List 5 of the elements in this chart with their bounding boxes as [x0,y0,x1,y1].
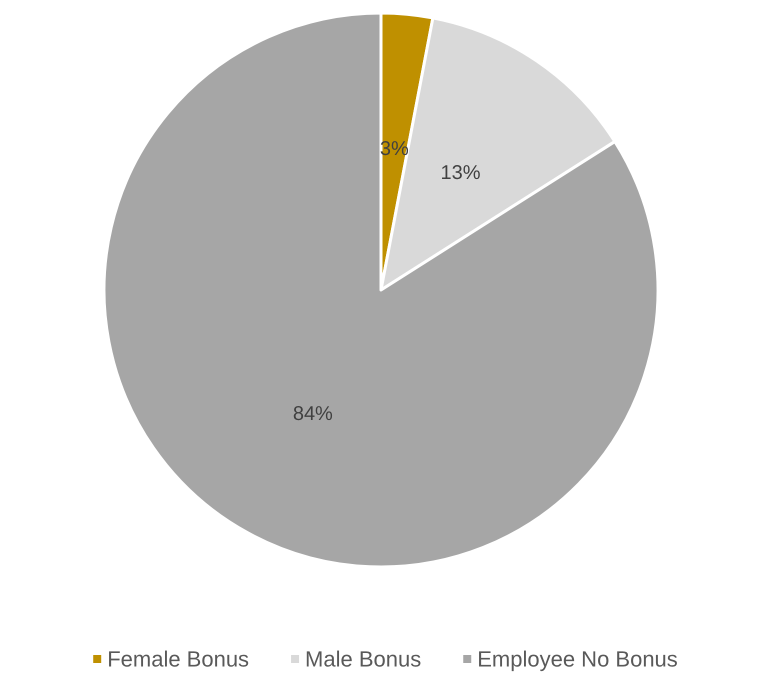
legend-label: Female Bonus [107,646,250,672]
data-label: 84% [292,402,334,425]
legend-label: Male Bonus [305,646,422,672]
legend-label: Employee No Bonus [477,646,678,672]
data-label: 13% [440,162,481,184]
